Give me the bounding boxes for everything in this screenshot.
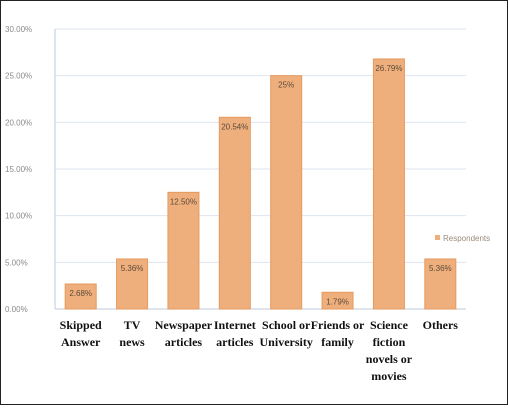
category-labels: Skipped Answer TV news Newspaper articlesInte… — [60, 318, 459, 383]
category-label: TV news — [119, 318, 145, 349]
y-tick-label: 20.00% — [5, 118, 32, 127]
legend: Respondents — [435, 234, 490, 243]
bar — [321, 291, 354, 310]
category-label: Internet articles — [214, 318, 256, 349]
data-labels: 2.68% 5.36% 12.50% 20.54% 25% 1.79% 26.79% 5.36… — [69, 64, 451, 306]
category-label: School or University — [260, 318, 313, 349]
bar — [116, 258, 149, 310]
bars — [64, 58, 457, 310]
data-label: 5.36% — [121, 264, 144, 273]
category-label: Skipped Answer — [60, 318, 102, 349]
data-label: 12.50% — [170, 197, 197, 206]
data-label: 1.79% — [326, 297, 349, 306]
bar — [424, 258, 457, 310]
data-label: 2.68% — [69, 289, 92, 298]
bar — [218, 116, 251, 310]
data-label: 5.36% — [429, 264, 452, 273]
category-label: Science fiction novels or movies — [366, 318, 413, 383]
category-label: Others — [423, 318, 459, 332]
data-label: 25% — [278, 81, 294, 90]
y-tick-label: 30.00% — [5, 25, 32, 34]
bar — [167, 191, 200, 310]
category-label: Newspaper articles — [155, 318, 213, 349]
data-label: 26.79% — [375, 64, 402, 73]
bar — [270, 75, 303, 310]
y-tick-label: 5.00% — [5, 258, 28, 267]
data-label: 20.54% — [221, 122, 248, 131]
y-tick-label: 0.00% — [5, 305, 28, 314]
y-tick-label: 15.00% — [5, 165, 32, 174]
y-tick-label: 10.00% — [5, 212, 32, 221]
legend-label: Respondents — [443, 234, 490, 243]
bar — [64, 283, 97, 310]
legend-swatch — [435, 235, 440, 240]
y-tick-label: 25.00% — [5, 72, 32, 81]
category-label: Friends or family — [311, 318, 365, 349]
y-axis-ticks: 0.00% 5.00% 10.00% 15.00% 20.00% 25.00% 30.00% — [5, 25, 32, 314]
bar — [372, 58, 405, 310]
